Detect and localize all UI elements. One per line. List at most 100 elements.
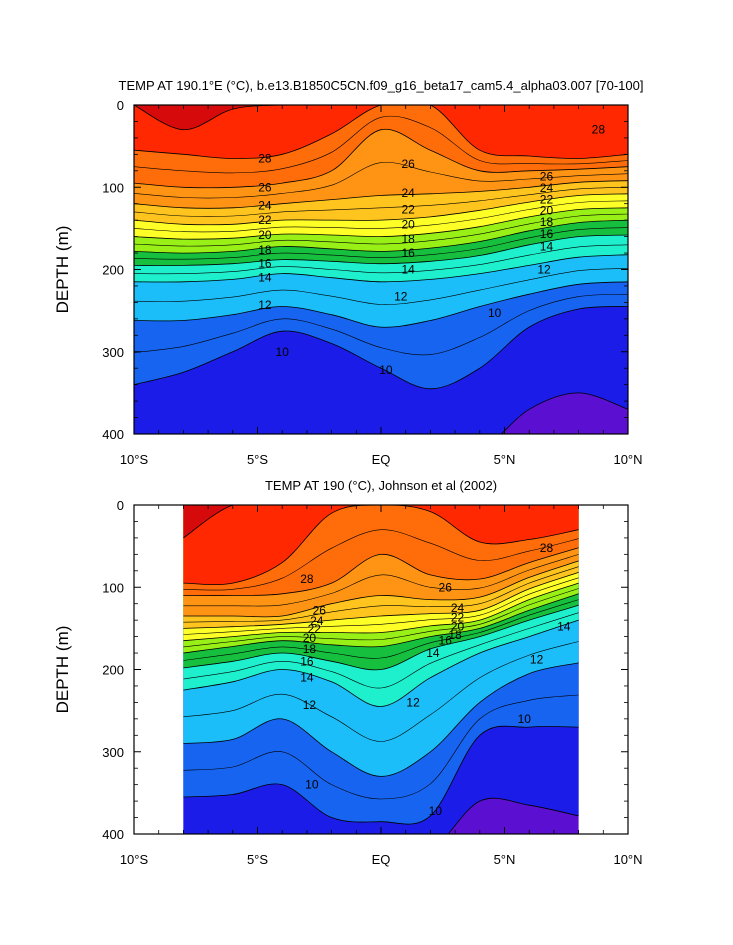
y-tick-label: 400 bbox=[102, 427, 124, 442]
contour-label: 12 bbox=[406, 695, 420, 709]
isotherm-26 bbox=[134, 128, 628, 189]
contour-label: 20 bbox=[451, 620, 465, 634]
isotherm-14 bbox=[134, 254, 628, 283]
band-28 bbox=[134, 105, 628, 159]
contour-label: 28 bbox=[258, 151, 272, 165]
isotherm-26 bbox=[183, 547, 579, 596]
isotherm-13 bbox=[134, 268, 628, 305]
isotherm-9 bbox=[447, 797, 579, 834]
y-tick-label: 100 bbox=[102, 580, 124, 595]
contour-label: 10 bbox=[276, 345, 290, 359]
isotherm-27 bbox=[183, 529, 579, 591]
chart-title: TEMP AT 190 (°C), Johnson et al (2002) bbox=[265, 478, 497, 493]
isotherm-20 bbox=[134, 207, 628, 240]
x-tick-label: EQ bbox=[372, 452, 391, 467]
isotherm-21 bbox=[134, 200, 628, 233]
contour-label: 22 bbox=[451, 611, 465, 625]
y-axis-label: DEPTH (m) bbox=[53, 626, 72, 714]
y-tick-label: 300 bbox=[102, 745, 124, 760]
contour-label: 24 bbox=[310, 614, 324, 628]
isotherm-12 bbox=[134, 281, 628, 328]
isotherm-18 bbox=[183, 593, 579, 654]
contour-label: 20 bbox=[540, 203, 554, 217]
contour-label: 28 bbox=[592, 123, 606, 137]
isotherm-24 bbox=[134, 180, 628, 209]
contour-label: 28 bbox=[300, 572, 314, 586]
x-tick-label: 10°N bbox=[613, 452, 642, 467]
x-tick-label: 10°S bbox=[120, 452, 149, 467]
contour-label: 18 bbox=[448, 628, 462, 642]
contour-label: 26 bbox=[313, 603, 327, 617]
contour-label: 14 bbox=[401, 263, 415, 277]
isotherm-21 bbox=[183, 577, 579, 635]
band-29 bbox=[183, 505, 579, 538]
y-tick-label: 200 bbox=[102, 663, 124, 678]
isotherm-19 bbox=[183, 588, 579, 648]
x-tick-label: 5°S bbox=[247, 852, 268, 867]
temperature-fill bbox=[134, 105, 628, 434]
y-axis-label: DEPTH (m) bbox=[53, 226, 72, 314]
isotherm-13 bbox=[183, 641, 579, 742]
contour-label: 18 bbox=[540, 215, 554, 229]
isotherm-15 bbox=[134, 244, 628, 275]
band-28 bbox=[183, 505, 579, 585]
contour-label: 10 bbox=[518, 712, 532, 726]
isotherm-23 bbox=[134, 187, 628, 217]
contour-label: 24 bbox=[451, 601, 465, 615]
contour-label: 10 bbox=[429, 804, 443, 818]
contour-label: 26 bbox=[401, 157, 415, 171]
contour-label: 16 bbox=[258, 257, 272, 271]
y-tick-label: 400 bbox=[102, 827, 124, 842]
isotherm-29 bbox=[134, 105, 628, 131]
isotherm-23 bbox=[183, 566, 579, 623]
isotherm-17 bbox=[134, 227, 628, 260]
contour-label: 18 bbox=[303, 642, 317, 656]
y-tick-label: 100 bbox=[102, 180, 124, 195]
contour-label: 14 bbox=[426, 646, 440, 660]
contour-label: 22 bbox=[258, 213, 272, 227]
y-tick-label: 200 bbox=[102, 263, 124, 278]
x-tick-label: 5°N bbox=[494, 852, 516, 867]
chart-title: TEMP AT 190.1°E (°C), b.e13.B1850C5CN.f0… bbox=[119, 78, 644, 93]
contour-label: 20 bbox=[303, 631, 317, 645]
contour-label: 12 bbox=[537, 263, 551, 277]
contour-label: 16 bbox=[540, 227, 554, 241]
x-tick-label: 5°S bbox=[247, 452, 268, 467]
contour-label: 12 bbox=[394, 290, 408, 304]
isotherm-19 bbox=[134, 213, 628, 247]
contour-label: 18 bbox=[401, 232, 415, 246]
contour-label: 16 bbox=[300, 654, 314, 668]
contour-label: 24 bbox=[540, 181, 554, 195]
isotherm-20 bbox=[183, 582, 579, 642]
contour-label: 22 bbox=[401, 202, 415, 216]
contour-label: 20 bbox=[401, 217, 415, 231]
isotherm-17 bbox=[183, 599, 579, 661]
isotherm-24 bbox=[183, 560, 579, 618]
contour-label: 12 bbox=[303, 698, 317, 712]
isotherm-18 bbox=[134, 219, 628, 254]
isotherm-25 bbox=[183, 554, 579, 607]
contour-label: 24 bbox=[258, 198, 272, 212]
contour-label: 18 bbox=[258, 243, 272, 257]
contour-label: 24 bbox=[401, 186, 415, 200]
contour-label: 14 bbox=[258, 271, 272, 285]
temperature-fill bbox=[183, 505, 579, 834]
x-tick-label: EQ bbox=[372, 852, 391, 867]
contour-label: 12 bbox=[258, 298, 272, 312]
isotherm-15 bbox=[183, 612, 579, 689]
contour-label: 16 bbox=[439, 634, 453, 648]
isotherm-9 bbox=[500, 392, 628, 434]
isotherm-25 bbox=[134, 161, 628, 199]
y-tick-label: 0 bbox=[117, 498, 124, 513]
isotherm-16 bbox=[183, 604, 579, 671]
x-tick-label: 5°N bbox=[494, 452, 516, 467]
contour-label: 20 bbox=[258, 228, 272, 242]
contour-label: 28 bbox=[540, 541, 554, 555]
contour-label: 16 bbox=[401, 246, 415, 260]
isotherm-11 bbox=[183, 694, 579, 800]
contour-label: 26 bbox=[258, 180, 272, 194]
contour-label: 14 bbox=[557, 620, 571, 634]
